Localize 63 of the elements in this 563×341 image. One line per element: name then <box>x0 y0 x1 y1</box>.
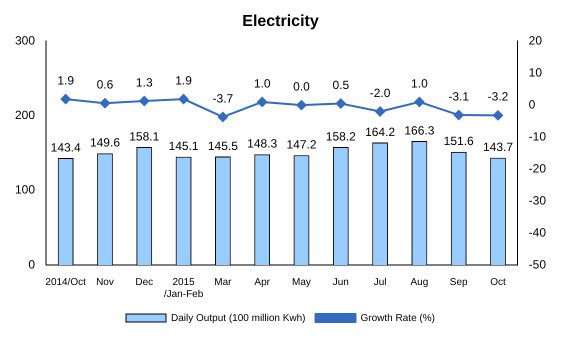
y-tick-label: 0 <box>28 257 36 272</box>
x-tick-label: Jul <box>374 276 386 288</box>
data-label: 149.6 <box>90 136 120 150</box>
y2-tick-label: -30 <box>528 193 546 208</box>
x-tick-label: Sep <box>450 276 468 288</box>
data-label: 0.5 <box>332 78 350 92</box>
x-tick-label: Aug <box>410 276 428 288</box>
x-tick-label: Apr <box>254 276 271 288</box>
y-tick-label: 200 <box>14 108 36 122</box>
data-label: 143.7 <box>482 140 514 154</box>
y2-tick-label: 10 <box>528 65 542 80</box>
point <box>414 96 424 107</box>
y2-tick-label: 20 <box>528 34 542 48</box>
data-label: 143.4 <box>50 140 82 154</box>
point <box>139 96 150 106</box>
legend-label: Growth Rate (%) <box>360 312 435 324</box>
data-label: 145.1 <box>168 139 199 154</box>
data-label: 1.3 <box>136 75 153 90</box>
y2-tick-label: -10 <box>528 129 546 144</box>
point <box>257 96 268 107</box>
point <box>336 98 346 109</box>
y2-tick-label: -40 <box>528 225 546 240</box>
x-tick-label: Jun <box>332 276 349 288</box>
legend-label: Daily Output (100 million Kwh) <box>171 312 306 324</box>
data-label: 147.2 <box>286 138 317 152</box>
data-label: 158.2 <box>326 129 356 144</box>
data-label: 151.6 <box>444 134 474 148</box>
data-label: 148.3 <box>247 136 278 151</box>
data-label: -3.2 <box>488 90 509 104</box>
data-label: 1.0 <box>254 76 271 90</box>
point <box>296 100 306 110</box>
chart-title: Electricity <box>242 13 319 30</box>
data-label: 0.6 <box>96 78 114 92</box>
point <box>375 106 386 117</box>
x-tick-label: 2015 /Jan-Feb <box>164 276 204 300</box>
y-tick-label: 300 <box>14 34 36 48</box>
data-label: 166.3 <box>404 123 435 138</box>
point <box>60 94 71 104</box>
point <box>218 112 228 122</box>
y2-tick-label: -20 <box>528 161 546 176</box>
data-label: 1.9 <box>175 73 192 88</box>
y2-tick-label: -50 <box>528 257 546 272</box>
data-label: 0.0 <box>293 79 310 94</box>
data-label: -3.7 <box>212 91 234 106</box>
x-tick-label: Nov <box>96 276 114 288</box>
data-label: 145.5 <box>208 138 238 153</box>
data-label: 164.2 <box>365 124 396 139</box>
data-label: 1.9 <box>57 73 74 88</box>
y-tick-label: 100 <box>14 182 36 197</box>
data-label: 1.0 <box>411 76 428 90</box>
x-tick-label: May <box>292 276 311 288</box>
point <box>454 110 464 120</box>
x-tick-label: Oct <box>490 276 506 288</box>
x-tick-label: 2014/Oct <box>45 276 86 288</box>
point <box>100 98 110 108</box>
point <box>493 110 504 120</box>
data-label: -3.1 <box>448 89 470 104</box>
data-label: 158.1 <box>129 129 160 144</box>
data-label: -2.0 <box>370 86 391 100</box>
x-tick-label: Dec <box>135 276 154 288</box>
point <box>178 94 189 104</box>
x-tick-label: Mar <box>214 276 232 288</box>
y2-tick-label: 0 <box>528 97 536 112</box>
